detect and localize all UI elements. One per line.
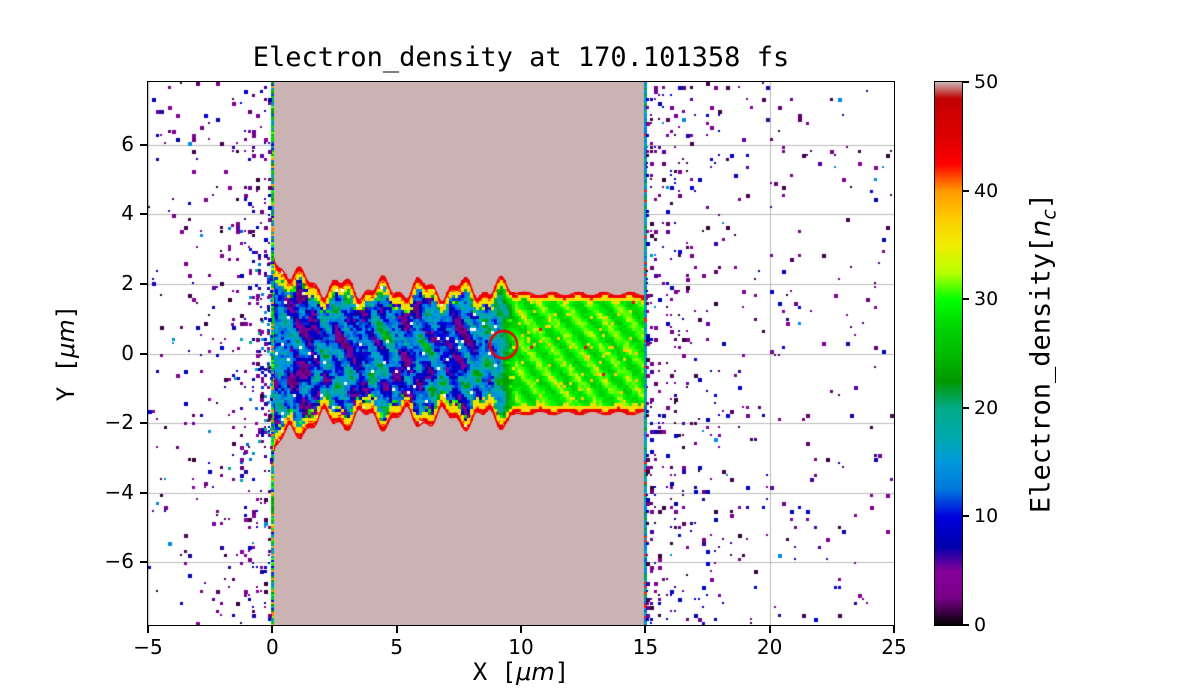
x-axis-label-prefix: X [ bbox=[472, 658, 517, 686]
colorbar-label: Electron_density[nc] bbox=[1025, 193, 1060, 513]
y-tick-label: −2 bbox=[104, 410, 134, 435]
colorbar-tick-mark bbox=[963, 515, 969, 518]
y-tick-mark bbox=[140, 491, 147, 494]
x-tick-label: 0 bbox=[265, 635, 279, 659]
y-axis-label-suffix: ] bbox=[52, 304, 80, 320]
x-tick-mark bbox=[644, 626, 647, 633]
colorbar-label-math: n bbox=[1025, 219, 1057, 237]
x-tick-label: 25 bbox=[881, 635, 907, 659]
y-tick-mark bbox=[140, 282, 147, 285]
y-tick-label: 2 bbox=[121, 270, 134, 295]
colorbar-tick-mark bbox=[963, 189, 969, 192]
colorbar-tick-label: 10 bbox=[974, 505, 999, 528]
heatmap-canvas bbox=[148, 82, 894, 625]
colorbar-tick-label: 50 bbox=[974, 71, 999, 93]
x-tick-mark bbox=[520, 626, 522, 633]
y-axis-label: Y [μm] bbox=[52, 305, 80, 401]
y-tick-mark bbox=[140, 561, 147, 564]
x-tick-mark bbox=[147, 626, 149, 633]
colorbar-tick-mark bbox=[963, 81, 969, 83]
y-tick-label: −6 bbox=[104, 549, 134, 574]
x-axis-label-suffix: ] bbox=[554, 658, 570, 686]
colorbar-label-main: Electron_density[ bbox=[1025, 236, 1057, 514]
colorbar-tick-label: 40 bbox=[974, 179, 999, 202]
colorbar-tick-mark bbox=[963, 624, 969, 626]
y-tick-mark bbox=[140, 143, 147, 146]
x-tick-mark bbox=[271, 626, 274, 633]
x-axis-label: X [μm] bbox=[148, 658, 894, 686]
y-tick-label: 0 bbox=[121, 340, 134, 365]
colorbar-tick-mark bbox=[963, 298, 969, 301]
x-tick-mark bbox=[893, 626, 895, 633]
plot-title: Electron_density at 170.101358 fs bbox=[252, 42, 790, 73]
colorbar-tick-label: 30 bbox=[974, 288, 999, 311]
y-axis-label-prefix: Y [ bbox=[52, 357, 80, 402]
colorbar-tick-label: 0 bbox=[974, 614, 987, 636]
x-tick-label: 10 bbox=[508, 635, 534, 659]
y-tick-label: 6 bbox=[121, 131, 134, 156]
x-tick-label: 15 bbox=[632, 635, 659, 659]
x-tick-label: −5 bbox=[133, 635, 163, 659]
x-tick-label: 5 bbox=[390, 635, 404, 659]
y-tick-mark bbox=[140, 352, 147, 355]
x-tick-mark bbox=[395, 626, 398, 633]
y-axis-label-math: μm bbox=[52, 319, 80, 358]
colorbar-tick-mark bbox=[963, 406, 969, 409]
y-tick-mark bbox=[140, 422, 147, 425]
colorbar bbox=[934, 81, 963, 626]
x-tick-mark bbox=[768, 626, 771, 633]
colorbar-canvas bbox=[935, 82, 962, 625]
x-axis-label-math: μm bbox=[516, 658, 555, 686]
colorbar-label-sub: c bbox=[1038, 209, 1061, 220]
y-tick-label: 4 bbox=[121, 201, 134, 226]
y-tick-label: −4 bbox=[104, 479, 134, 504]
plot-area bbox=[147, 81, 895, 626]
colorbar-label-end: ] bbox=[1025, 192, 1057, 210]
y-tick-mark bbox=[140, 213, 147, 216]
x-tick-label: 20 bbox=[756, 635, 783, 659]
colorbar-tick-label: 20 bbox=[974, 396, 999, 419]
